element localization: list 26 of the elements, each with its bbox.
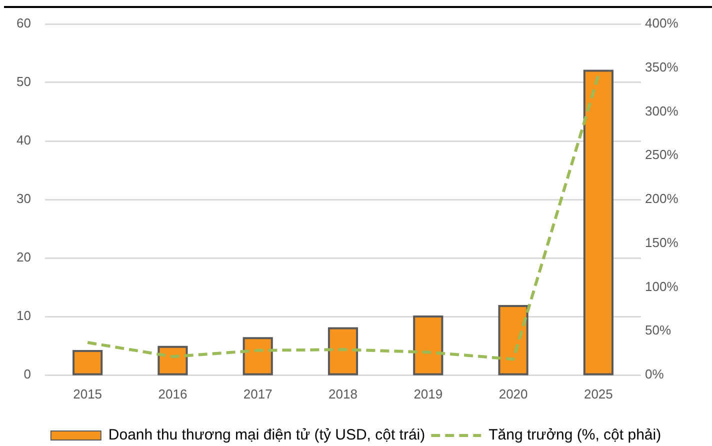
x-tick-label: 2020: [498, 386, 528, 402]
y2-tick-label: 300%: [645, 103, 679, 118]
y2-tick-label: 50%: [645, 322, 672, 338]
y2-tick-label: 350%: [645, 59, 679, 74]
y2-tick-label: 400%: [645, 16, 679, 31]
x-tick-label: 2015: [73, 386, 102, 402]
x-tick-label: 2025: [584, 386, 613, 402]
y2-tick-label: 0%: [645, 366, 664, 382]
y2-tick-label: 250%: [645, 147, 679, 162]
y2-tick-label: 200%: [645, 191, 679, 206]
legend-label: Doanh thu thương mại điện tử (tỷ USD, cột trái): [108, 426, 426, 444]
y-tick-label: 10: [16, 308, 31, 324]
x-tick-label: 2019: [414, 386, 443, 402]
y-tick-label: 20: [16, 250, 31, 265]
x-tick-label: 2016: [158, 386, 188, 402]
y-tick-label: 60: [16, 16, 31, 31]
y-tick-label: 40: [16, 132, 31, 148]
y-tick-label: 50: [16, 74, 31, 90]
line-series: [86, 73, 600, 361]
x-tick-label: 2018: [328, 386, 358, 402]
x-tick-label: 2017: [243, 386, 272, 402]
y-tick-label: 30: [16, 191, 31, 206]
y2-tick-label: 150%: [645, 234, 679, 250]
legend-label: Tăng trưởng (%, cột phải): [488, 426, 662, 444]
y-tick-label: 0: [24, 366, 31, 382]
y2-tick-label: 100%: [645, 278, 679, 294]
